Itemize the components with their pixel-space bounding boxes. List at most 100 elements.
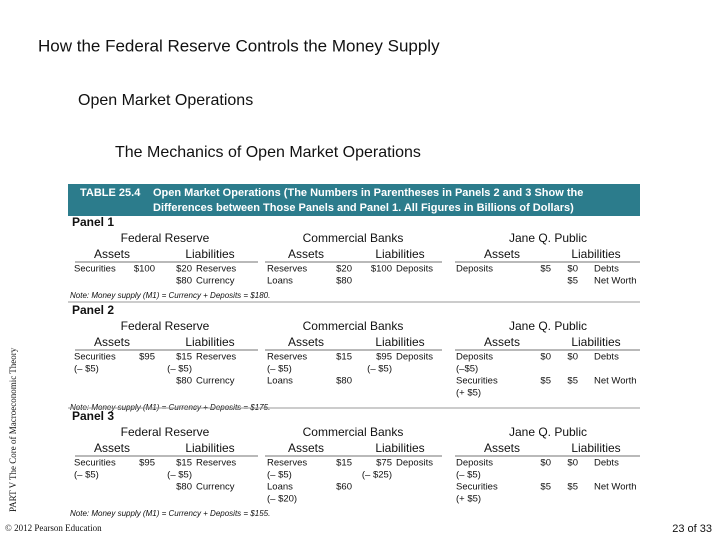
table-cell: Reserves [196, 352, 236, 363]
panel-note: Note: Money supply (M1) = Currency + Dep… [70, 509, 270, 518]
table-cell: Net Worth [594, 276, 637, 287]
table-cell: Loans [267, 376, 293, 387]
table-cell: (– $5) [167, 364, 192, 375]
copyright: © 2012 Pearson Education [5, 523, 102, 533]
table-cell: (– $5) [74, 364, 99, 375]
assets-header: Assets [484, 441, 520, 455]
table-cell: $20 [176, 264, 192, 275]
table-cell: (– $5) [167, 470, 192, 481]
entity-name: Jane Q. Public [509, 319, 587, 333]
table-cell: Loans [267, 482, 293, 493]
table-cell: Securities [456, 376, 498, 387]
entity-name: Federal Reserve [121, 425, 210, 439]
table-cell: $15 [176, 352, 192, 363]
table-cell: Securities [74, 264, 116, 275]
table-cell: Loans [267, 276, 293, 287]
liabilities-header: Liabilities [571, 335, 620, 349]
entity-name: Jane Q. Public [509, 425, 587, 439]
table-cell: $15 [336, 458, 352, 469]
table-cell: $100 [134, 264, 155, 275]
table-cell: $80 [176, 376, 192, 387]
table-cell: $80 [176, 482, 192, 493]
assets-header: Assets [288, 247, 324, 261]
entity-name: Commercial Banks [303, 425, 404, 439]
assets-header: Assets [288, 441, 324, 455]
table-cell: Reserves [196, 458, 236, 469]
table-cell: Securities [74, 352, 116, 363]
table-cell: Deposits [396, 458, 433, 469]
table-cell: $5 [540, 482, 551, 493]
table-cell: $95 [139, 352, 155, 363]
assets-header: Assets [94, 335, 130, 349]
table-cell: $0 [540, 352, 551, 363]
panel-title: Panel 3 [72, 409, 114, 423]
assets-header: Assets [484, 335, 520, 349]
panel-note: Note: Money supply (M1) = Currency + Dep… [70, 291, 270, 300]
table-cell: $80 [176, 276, 192, 287]
table-cell: $95 [376, 352, 392, 363]
table-cell: (– $5) [456, 470, 481, 481]
table-cell: Reserves [196, 264, 236, 275]
panel-title: Panel 2 [72, 303, 114, 317]
table-cell: $5 [540, 264, 551, 275]
table-cell: (+ $5) [456, 388, 481, 399]
table-caption: Differences between Those Panels and Pan… [153, 202, 574, 214]
table-cell: Debts [594, 458, 619, 469]
table-cell: $0 [567, 264, 578, 275]
caption-bar [68, 184, 640, 216]
table-cell: $5 [540, 376, 551, 387]
liabilities-header: Liabilities [185, 247, 234, 261]
table-cell: Reserves [267, 458, 307, 469]
liabilities-header: Liabilities [375, 335, 424, 349]
table-cell: (– $5) [74, 470, 99, 481]
table-cell: $80 [336, 276, 352, 287]
table-cell: Debts [594, 264, 619, 275]
table-cell: (–$5) [456, 364, 478, 375]
side-label: PART V The Core of Macroeconomic Theory [8, 347, 18, 512]
assets-header: Assets [484, 247, 520, 261]
table-cell: Deposits [396, 352, 433, 363]
table-cell: Deposits [456, 264, 493, 275]
table-cell: $60 [336, 482, 352, 493]
table-cell: Net Worth [594, 482, 637, 493]
table-cell: Securities [456, 482, 498, 493]
liabilities-header: Liabilities [571, 441, 620, 455]
table-cell: Reserves [267, 264, 307, 275]
table-cell: (– $20) [267, 494, 297, 505]
table-cell: Deposits [396, 264, 433, 275]
table-cell: $5 [567, 276, 578, 287]
entity-name: Jane Q. Public [509, 231, 587, 245]
table-cell: (+ $5) [456, 494, 481, 505]
assets-header: Assets [288, 335, 324, 349]
table-cell: $5 [567, 482, 578, 493]
table-cell: $20 [336, 264, 352, 275]
panel-title: Panel 1 [72, 215, 114, 229]
table-cell: $15 [336, 352, 352, 363]
section-title: The Mechanics of Open Market Operations [115, 144, 421, 161]
table-cell: (– $5) [267, 470, 292, 481]
liabilities-header: Liabilities [571, 247, 620, 261]
table-cell: Net Worth [594, 376, 637, 387]
table-caption: Open Market Operations (The Numbers in P… [153, 187, 583, 199]
table-cell: Deposits [456, 352, 493, 363]
liabilities-header: Liabilities [375, 247, 424, 261]
liabilities-header: Liabilities [185, 441, 234, 455]
liabilities-header: Liabilities [185, 335, 234, 349]
table-cell: (– $5) [367, 364, 392, 375]
entity-name: Commercial Banks [303, 319, 404, 333]
liabilities-header: Liabilities [375, 441, 424, 455]
table-cell: $0 [540, 458, 551, 469]
table-cell: Currency [196, 276, 235, 287]
table-cell: (– $25) [362, 470, 392, 481]
table-cell: $80 [336, 376, 352, 387]
table-cell: $95 [139, 458, 155, 469]
slide-title: How the Federal Reserve Controls the Mon… [38, 36, 440, 55]
table-cell: $100 [371, 264, 392, 275]
entity-name: Federal Reserve [121, 231, 210, 245]
page-number: 23 of 33 [672, 523, 712, 535]
table-cell: $0 [567, 458, 578, 469]
table-cell: Deposits [456, 458, 493, 469]
table-cell: $5 [567, 376, 578, 387]
